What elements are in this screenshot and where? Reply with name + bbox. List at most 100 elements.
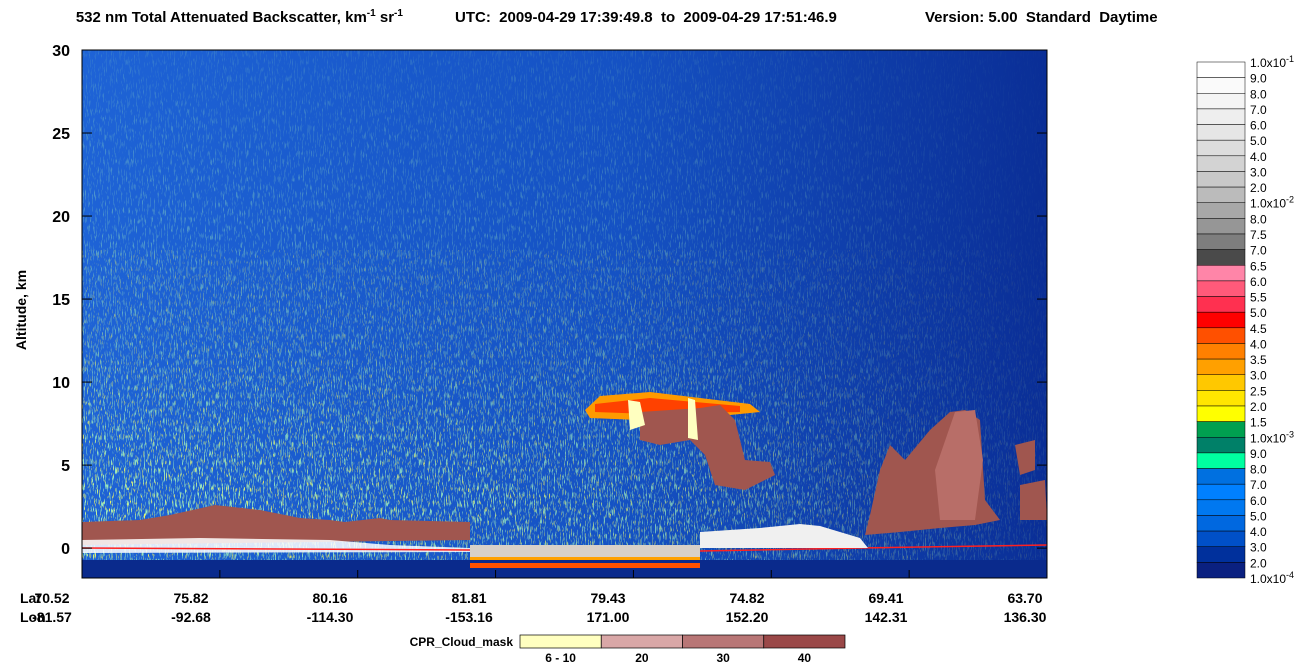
- version: Version: 5.00 Standard Daytime: [925, 9, 1158, 26]
- colorbar-swatch: [1196, 562, 1246, 579]
- lat-tick-label: 63.70: [1007, 590, 1042, 606]
- colorbar-label: 5.0: [1250, 509, 1267, 523]
- colorbar-swatch: [1196, 171, 1246, 188]
- colorbar-label: 7.0: [1250, 244, 1267, 258]
- title-text: 532 nm Total Attenuated Backscatter, km: [76, 9, 367, 26]
- colorbar-swatch: [1196, 139, 1246, 157]
- colorbar-swatch: [1196, 93, 1246, 110]
- colorbar-label: 2.0: [1250, 181, 1267, 195]
- lat-label: Lat: [20, 590, 41, 606]
- colorbar-label: 5.0: [1250, 306, 1267, 320]
- colorbar-swatch: [1196, 327, 1246, 344]
- colorbar-swatch: [1196, 358, 1246, 375]
- colorbar-label: 1.5: [1250, 416, 1267, 430]
- colorbar-label: 9.0: [1250, 447, 1267, 461]
- colorbar-swatch: [1196, 265, 1246, 282]
- colorbar-swatch: [1196, 77, 1246, 94]
- colorbar-swatch: [1196, 186, 1246, 203]
- lon-tick-label: 136.30: [1004, 609, 1047, 625]
- colorbar-label: 2.0: [1250, 556, 1267, 570]
- y-axis-label: Altitude, km: [13, 270, 29, 350]
- cpr-label: 20: [635, 651, 649, 665]
- colorbar-swatch: [1196, 483, 1246, 501]
- colorbar-label: 7.5: [1250, 228, 1267, 242]
- utc-range: UTC: 2009-04-29 17:39:49.8 to 2009-04-29…: [455, 9, 837, 26]
- colorbar-swatch: [1196, 218, 1246, 235]
- colorbar-swatch: [1196, 374, 1246, 391]
- backscatter-image: [82, 50, 1047, 578]
- lon-tick-label: 142.31: [865, 609, 908, 625]
- colorbar-swatch: [1196, 108, 1246, 125]
- colorbar-label: 1.0x10-2: [1250, 195, 1294, 211]
- colorbar-label: 7.0: [1250, 103, 1267, 117]
- cpr-swatch: [519, 634, 602, 649]
- colorbar-label: 6.0: [1250, 275, 1267, 289]
- lon-tick-label: -81.57: [32, 609, 72, 625]
- colorbar-label-base: 1.0x10: [1250, 431, 1286, 445]
- y-tick-label: 15: [52, 292, 70, 309]
- lon-tick-label: -153.16: [445, 609, 493, 625]
- colorbar-label-base: 1.0x10: [1250, 197, 1286, 211]
- colorbar-label: 4.0: [1250, 337, 1267, 351]
- colorbar-label: 8.0: [1250, 212, 1267, 226]
- lat-tick-label: 74.82: [729, 590, 764, 606]
- cpr-label: 6 - 10: [545, 651, 576, 665]
- colorbar-label: 4.5: [1250, 322, 1267, 336]
- colorbar-label-exp: -4: [1286, 570, 1294, 580]
- colorbar-swatch: [1196, 61, 1246, 78]
- lon-tick-label: -92.68: [171, 609, 211, 625]
- title-sup: -1: [394, 8, 403, 19]
- colorbar-swatch: [1196, 233, 1246, 250]
- lon-tick-label: 152.20: [726, 609, 769, 625]
- colorbar-swatch: [1196, 499, 1246, 516]
- cpr-legend-title: CPR_Cloud_mask: [410, 635, 514, 649]
- colorbar-swatch: [1196, 530, 1246, 547]
- colorbar-label: 1.0x10-1: [1250, 54, 1294, 70]
- cpr-swatch: [600, 634, 683, 649]
- colorbar-label: 6.0: [1250, 119, 1267, 133]
- y-tick-label: 25: [52, 126, 70, 143]
- colorbar-label: 6.0: [1250, 494, 1267, 508]
- colorbar-swatch: [1196, 468, 1246, 485]
- cpr-label: 40: [798, 651, 812, 665]
- lat-tick-label: 80.16: [312, 590, 347, 606]
- chart-title: 532 nm Total Attenuated Backscatter, km-…: [55, 3, 415, 26]
- colorbar-swatch: [1196, 437, 1246, 454]
- colorbar-label: 2.0: [1250, 400, 1267, 414]
- colorbar-label: 6.5: [1250, 259, 1267, 273]
- colorbar-swatch: [1196, 515, 1246, 532]
- colorbar-label: 3.0: [1250, 541, 1267, 555]
- colorbar-swatch: [1196, 311, 1246, 329]
- colorbar-label: 2.5: [1250, 384, 1267, 398]
- colorbar-swatch: [1196, 546, 1246, 563]
- colorbar-label: 3.0: [1250, 165, 1267, 179]
- colorbar-label-exp: -1: [1286, 54, 1294, 64]
- colorbar-label-base: 1.0x10: [1250, 572, 1286, 586]
- y-tick-label: 0: [61, 541, 70, 558]
- colorbar-swatch: [1196, 421, 1246, 438]
- colorbar-label-exp: -3: [1286, 429, 1294, 439]
- lat-tick-label: 75.82: [173, 590, 208, 606]
- title-sup: -1: [367, 8, 376, 19]
- colorbar-swatch: [1196, 155, 1246, 172]
- y-tick-label: 30: [52, 43, 70, 60]
- plot-frame: [81, 49, 1048, 579]
- colorbar-swatch: [1196, 452, 1246, 469]
- colorbar-label: 5.0: [1250, 134, 1267, 148]
- y-tick-label: 5: [61, 458, 70, 475]
- colorbar-label: 8.0: [1250, 463, 1267, 477]
- cpr-swatch: [682, 634, 765, 649]
- lat-tick-label: 81.81: [451, 590, 486, 606]
- colorbar-label: 5.5: [1250, 291, 1267, 305]
- colorbar-swatch: [1196, 343, 1246, 360]
- colorbar-label-base: 1.0x10: [1250, 56, 1286, 70]
- colorbar-label: 1.0x10-4: [1250, 570, 1294, 586]
- colorbar-swatch: [1196, 296, 1246, 313]
- colorbar-swatch: [1196, 405, 1246, 422]
- lat-tick-label: 79.43: [590, 590, 625, 606]
- colorbar-label: 3.5: [1250, 353, 1267, 367]
- colorbar-label: 7.0: [1250, 478, 1267, 492]
- lat-tick-label: 69.41: [868, 590, 903, 606]
- colorbar-label: 1.0x10-3: [1250, 429, 1294, 445]
